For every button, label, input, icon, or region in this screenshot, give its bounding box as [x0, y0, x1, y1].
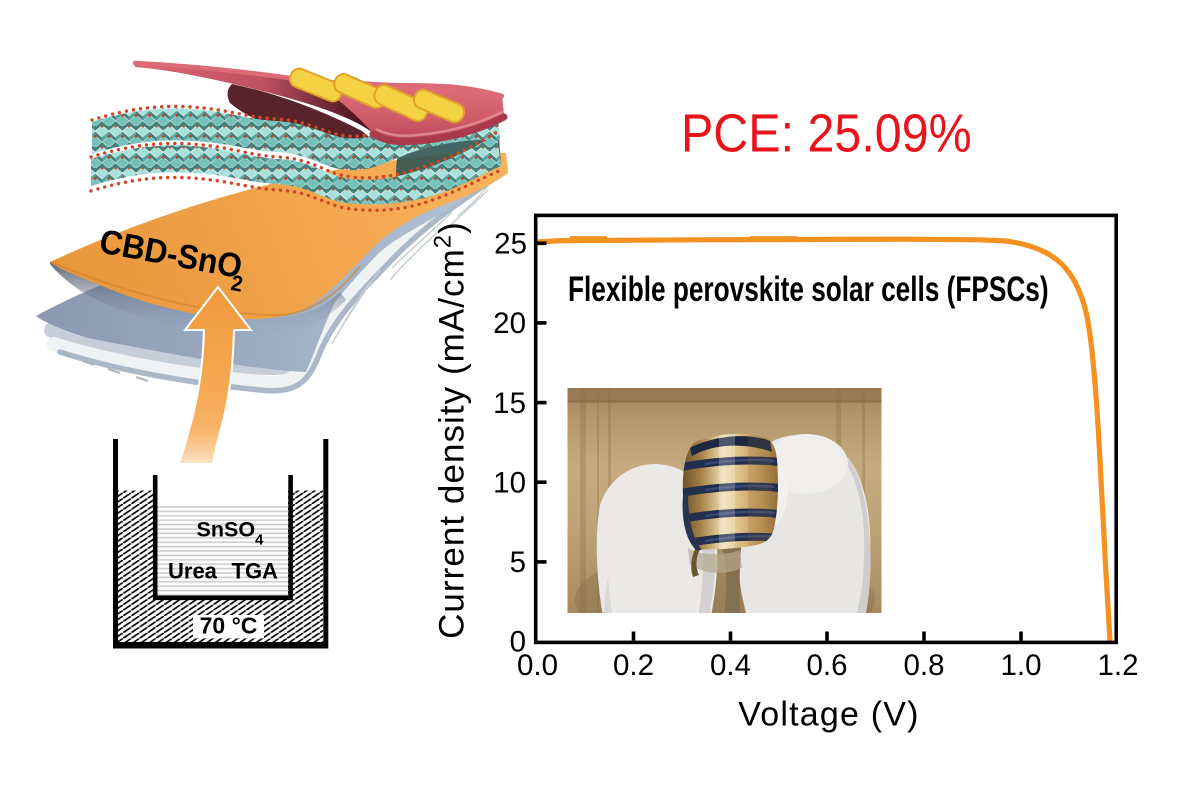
svg-text:70 °C: 70 °C: [200, 613, 258, 639]
svg-text:Urea: Urea: [168, 559, 218, 584]
svg-text:0.4: 0.4: [710, 649, 751, 682]
svg-text:0.0: 0.0: [517, 649, 558, 682]
svg-text:1.0: 1.0: [1000, 649, 1041, 682]
svg-text:15: 15: [493, 387, 526, 420]
svg-text:0: 0: [510, 626, 526, 659]
svg-text:5: 5: [510, 546, 526, 579]
svg-text:Flexible perovskite solar cell: Flexible perovskite solar cells (FPSCs): [568, 270, 1049, 310]
svg-text:PCE: 25.09%: PCE: 25.09%: [681, 103, 972, 163]
svg-text:25: 25: [494, 228, 527, 261]
svg-text:Voltage (V): Voltage (V): [738, 696, 919, 734]
svg-text:10: 10: [493, 466, 526, 499]
svg-text:0.2: 0.2: [613, 649, 654, 682]
svg-text:Current density (mA/cm2): Current density (mA/cm2): [430, 221, 472, 639]
svg-text:0.8: 0.8: [903, 649, 944, 682]
svg-text:TGA: TGA: [232, 559, 279, 584]
svg-text:1.2: 1.2: [1097, 649, 1138, 682]
svg-text:20: 20: [493, 307, 526, 340]
svg-text:0.6: 0.6: [806, 649, 847, 682]
svg-text:2: 2: [229, 270, 245, 297]
